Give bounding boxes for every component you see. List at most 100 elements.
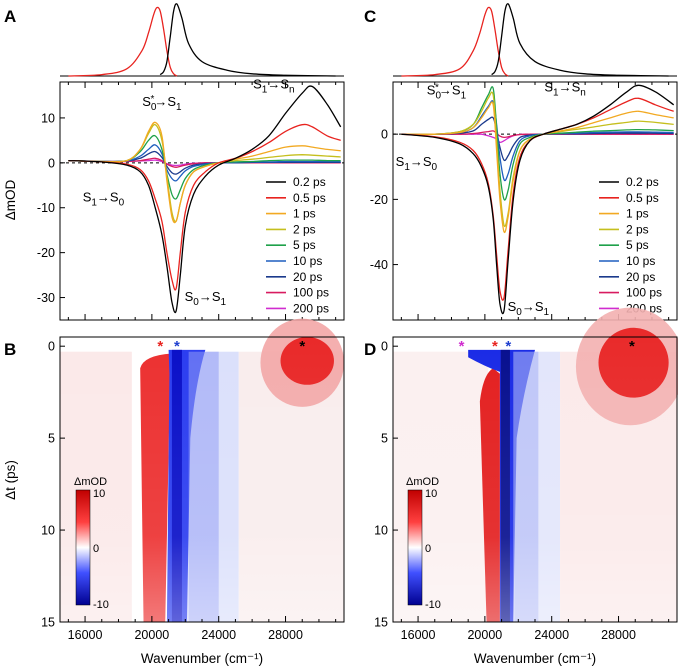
legend-label: 20 ps <box>293 270 322 284</box>
y-tick-label: 15 <box>41 616 55 630</box>
legend-label: 20 ps <box>626 270 655 284</box>
legend-label: 10 ps <box>626 254 655 268</box>
legend-label: 0.2 ps <box>293 175 326 189</box>
series-line-1-ps <box>401 101 674 234</box>
series-line-10-ps <box>401 100 674 182</box>
panel-d-colorbar-title: ΔmOD <box>406 476 439 488</box>
y-tick-label: 0 <box>381 128 388 142</box>
y-tick-label: 0 <box>48 340 55 354</box>
series-line-0_5-ps <box>68 123 341 291</box>
legend-label: 1 ps <box>626 207 649 221</box>
series-line-5-ps <box>401 86 674 201</box>
panel-c-emission-line <box>491 3 669 77</box>
legend-label: 5 ps <box>626 238 649 252</box>
panel-d-colorbar-max: 10 <box>425 488 437 500</box>
legend-label: 100 ps <box>293 286 329 300</box>
panel-b-ylabel: Δt (ps) <box>3 460 18 500</box>
legend-label: 100 ps <box>626 286 662 300</box>
y-tick-label: -10 <box>37 201 55 215</box>
panel-b-colorbar-gradient <box>75 489 91 606</box>
series-line-5-ps <box>68 134 341 200</box>
panel-letter-b: B <box>4 340 16 359</box>
series-line-10-ps <box>68 144 341 182</box>
panel-b-xlabel: Wavenumber (cm⁻¹) <box>141 651 263 666</box>
series-line-0_2-ps <box>401 84 675 315</box>
heatmap-fade <box>393 337 677 622</box>
legend-label: 10 ps <box>293 254 322 268</box>
series-line-20-ps <box>401 116 674 162</box>
series-line-100-ps <box>401 130 674 139</box>
panel-b-colorbar-mid: 0 <box>93 543 99 555</box>
annotation-label: S0*→S1 <box>427 83 467 102</box>
annotation-label: S0→S1 <box>508 299 550 318</box>
annotation-label: S1→S0 <box>83 189 125 208</box>
panel-d-colorbar-mid: 0 <box>425 543 431 555</box>
legend-label: 0.5 ps <box>293 191 326 205</box>
y-tick-label: 0 <box>48 156 55 170</box>
panel-c-steady-state <box>393 3 677 77</box>
panel-d-heatmap: 0 5 10 15 16000 20000 24000 28000 * * * * Wavenumb… <box>374 307 678 666</box>
marker-star: * <box>459 338 465 355</box>
x-tick-label: 28000 <box>268 628 303 642</box>
legend-label: 5 ps <box>293 238 316 252</box>
panel-b-colorbar-title: ΔmOD <box>74 476 107 488</box>
legend-label: 2 ps <box>293 222 316 236</box>
panel-letter-d: D <box>364 340 376 359</box>
y-tick-label: 15 <box>374 616 388 630</box>
panel-b-heatmap: 0 5 10 15 16000 20000 24000 28000 * * * Δt (ps) W… <box>3 318 345 666</box>
series-line-0_5-ps <box>401 97 674 301</box>
panel-a-emission-line <box>159 3 336 77</box>
annotation-label: S0*→S1 <box>142 94 182 113</box>
series-line-20-ps <box>68 150 341 175</box>
x-tick-label: 16000 <box>401 628 436 642</box>
x-tick-label: 20000 <box>134 628 169 642</box>
panel-a-steady-state <box>60 3 344 77</box>
marker-star: * <box>492 338 498 355</box>
panel-letter-a: A <box>4 7 16 26</box>
annotation-label: S0→S1 <box>185 289 227 308</box>
marker-star: * <box>174 338 180 355</box>
x-tick-label: 24000 <box>201 628 236 642</box>
panel-b-colorbar-min: -10 <box>93 599 109 611</box>
panel-d-xlabel: Wavenumber (cm⁻¹) <box>474 651 596 666</box>
panel-d-colorbar-gradient <box>407 489 423 606</box>
annotation-label: S1→S0 <box>396 154 438 173</box>
annotation-label: S1→Sn <box>544 79 585 98</box>
y-tick-label: -20 <box>37 246 55 260</box>
x-tick-label: 28000 <box>601 628 636 642</box>
legend-label: 0.2 ps <box>626 175 659 189</box>
y-tick-label: -30 <box>37 291 55 305</box>
x-tick-label: 20000 <box>467 628 502 642</box>
marker-star: * <box>299 338 305 355</box>
series-line-1-ps <box>68 121 341 224</box>
panel-c-absorption-line <box>401 6 509 77</box>
x-tick-label: 16000 <box>68 628 103 642</box>
annotation-label: S1→Sn <box>253 76 294 95</box>
marker-star: * <box>629 338 635 355</box>
panel-d-colorbar-min: -10 <box>425 599 441 611</box>
y-tick-label: 0 <box>381 340 388 354</box>
y-tick-label: 10 <box>41 111 55 125</box>
heatmap-fade <box>60 337 344 622</box>
panel-b-colorbar-max: 10 <box>93 488 105 500</box>
panel-letter-c: C <box>364 7 376 26</box>
legend-label: 1 ps <box>293 207 316 221</box>
y-tick-label: 10 <box>41 524 55 538</box>
marker-star: * <box>505 338 511 355</box>
y-tick-label: 10 <box>374 524 388 538</box>
series-line-0_2-ps <box>68 85 342 314</box>
legend-label: 0.5 ps <box>626 191 659 205</box>
panel-a-absorption-line <box>68 6 178 77</box>
x-tick-label: 24000 <box>534 628 569 642</box>
y-tick-label: 5 <box>48 432 55 446</box>
panel-a-ylabel: ΔmOD <box>3 179 18 220</box>
panel-b-colorbar: ΔmOD 10 0 -10 <box>74 476 109 611</box>
y-tick-label: -20 <box>370 193 388 207</box>
y-tick-label: -40 <box>370 258 388 272</box>
marker-star: * <box>157 338 163 355</box>
panel-d-colorbar: ΔmOD 10 0 -10 <box>406 476 441 611</box>
legend-label: 200 ps <box>293 301 329 315</box>
y-tick-label: 5 <box>381 432 388 446</box>
panel-c-transient-spectra: 0 -20 -40 S0*→S1 S1→Sn S1→S0 S0→S1 0.2 ps 0.5 … <box>370 79 678 321</box>
